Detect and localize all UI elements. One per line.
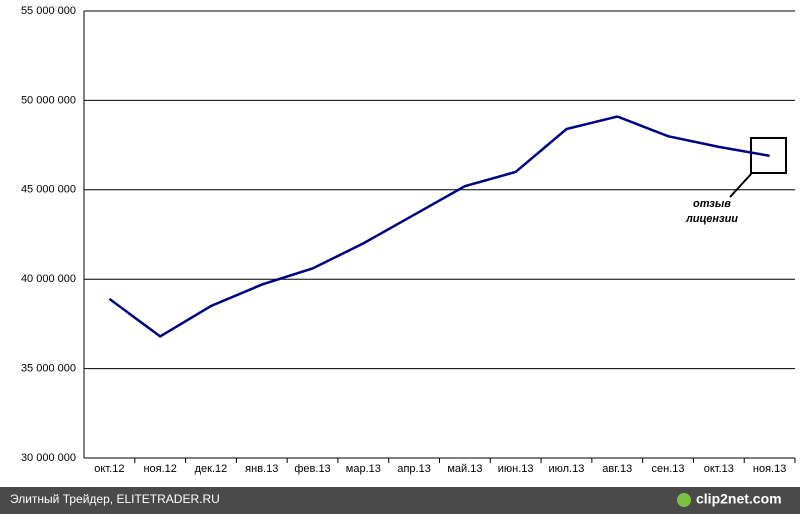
footer-logo: clip2net.com bbox=[696, 491, 782, 507]
data-line bbox=[108, 115, 770, 338]
y-tick-label: 35 000 000 bbox=[21, 363, 76, 375]
x-tick-label: сен.13 bbox=[652, 463, 685, 475]
y-tick-label: 55 000 000 bbox=[21, 5, 76, 17]
y-tick-label: 30 000 000 bbox=[21, 452, 76, 464]
annotation-arrow bbox=[729, 172, 753, 198]
footer-bar bbox=[0, 487, 800, 514]
y-tick-label: 50 000 000 bbox=[21, 94, 76, 106]
footer-caption: Элитный Трейдер, ELITETRADER.RU bbox=[10, 492, 220, 506]
annotation-box bbox=[750, 137, 787, 174]
x-tick-label: окт.13 bbox=[704, 463, 734, 475]
x-tick-label: янв.13 bbox=[245, 463, 278, 475]
x-tick-label: ноя.13 bbox=[753, 463, 786, 475]
x-tick-label: фев.13 bbox=[294, 463, 330, 475]
logo-icon bbox=[677, 493, 691, 507]
x-tick-label: апр.13 bbox=[397, 463, 430, 475]
x-tick-label: авг.13 bbox=[602, 463, 632, 475]
annotation: отзыв bbox=[693, 198, 731, 210]
x-tick-label: июл.13 bbox=[549, 463, 585, 475]
x-tick-label: ноя.12 bbox=[143, 463, 176, 475]
y-tick-label: 40 000 000 bbox=[21, 273, 76, 285]
x-tick-label: мар.13 bbox=[346, 463, 381, 475]
x-tick-label: дек.12 bbox=[195, 463, 228, 475]
y-tick-label: 45 000 000 bbox=[21, 184, 76, 196]
x-tick-label: окт.12 bbox=[94, 463, 124, 475]
annotation: лицензии bbox=[685, 213, 738, 225]
x-tick-label: май.13 bbox=[447, 463, 482, 475]
x-tick-label: июн.13 bbox=[498, 463, 534, 475]
